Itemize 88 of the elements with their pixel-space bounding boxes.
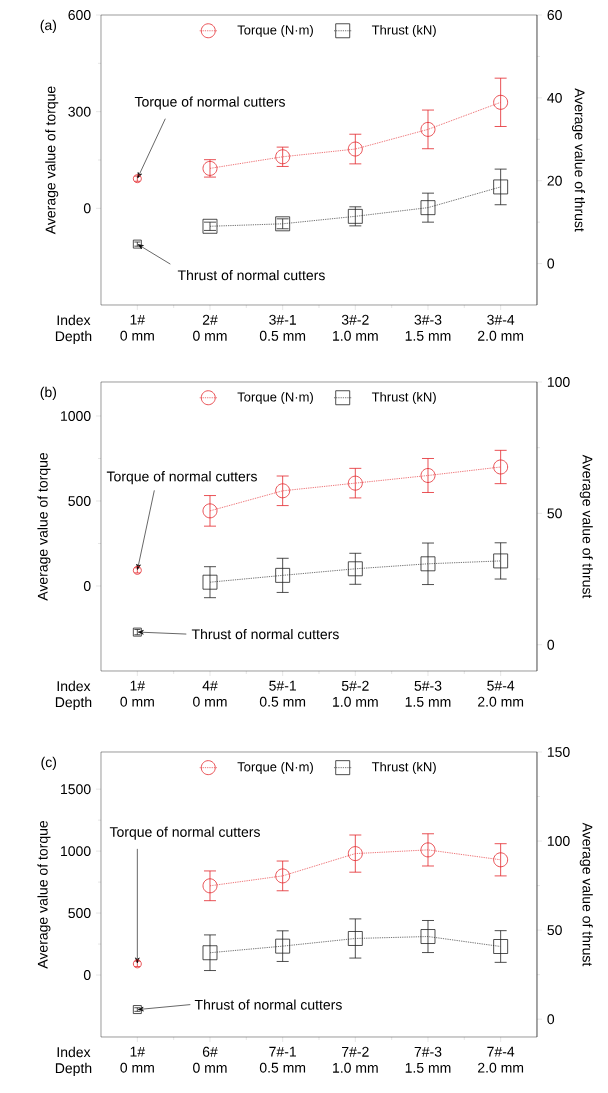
x-tick-label: 1# 0 mm — [120, 1046, 154, 1073]
point — [202, 503, 218, 519]
x-tick-label: 7#-3 1.5 mm — [405, 1046, 451, 1073]
x-tick-label: 1# 0 mm — [120, 314, 154, 341]
y-tick-label: 600 — [68, 10, 91, 20]
y2-tick-label: 100 — [547, 377, 570, 387]
legend-label: Torque (N·m) — [237, 391, 313, 405]
annotation: Torque of normal cutters — [109, 826, 260, 840]
y2-tick-label: 50 — [547, 508, 562, 519]
y2-axis-title: Average value of thrust — [571, 88, 586, 232]
x-tick-label: 7#-2 1.0 mm — [333, 1046, 378, 1073]
y-tick-label: 1500 — [61, 784, 91, 795]
point — [202, 878, 218, 894]
y-tick-label: 0 — [83, 970, 91, 980]
point — [420, 121, 436, 137]
y2-tick-label: 60 — [547, 10, 562, 20]
point — [493, 553, 509, 569]
point — [202, 574, 218, 590]
x-tick-label: 2# 0 mm — [193, 314, 227, 341]
y2-tick-label: 20 — [547, 175, 562, 186]
annotation: Torque of normal cutters — [106, 471, 257, 485]
x-tick-label: 5#-1 0.5 mm — [259, 680, 306, 707]
y2-axis-title: Average value of thrust — [579, 454, 593, 599]
point — [420, 842, 436, 858]
y-tick-label: 0 — [83, 581, 91, 591]
y-tick-label: 500 — [68, 908, 91, 919]
legend-label: Torque (N·m) — [237, 25, 313, 38]
chart-title: (b) — [40, 386, 57, 400]
point — [275, 938, 291, 954]
y-tick-label: 1000 — [61, 411, 91, 421]
point — [347, 561, 363, 577]
annotation: Torque of normal cutters — [134, 96, 285, 110]
y2-tick-label: 100 — [547, 836, 570, 847]
point — [202, 945, 218, 961]
x-tick-label: 3#-2 1.0 mm — [333, 314, 378, 341]
x-tick-label: 5#-2 1.0 mm — [333, 680, 378, 707]
x-tick-label: 1# 0 mm — [120, 680, 154, 707]
annotation: Thrust of normal cutters — [194, 999, 342, 1010]
y-axis-title: Average value of torque — [37, 820, 51, 969]
y-tick-label: 0 — [83, 203, 91, 214]
x-tick-label: 5#-3 1.5 mm — [405, 680, 451, 707]
point — [420, 200, 436, 216]
x-tick-label: 4# 0 mm — [193, 680, 227, 707]
x-tick-label: 5#-4 2.0 mm — [478, 680, 524, 707]
y2-tick-label: 150 — [547, 747, 570, 757]
point — [275, 868, 291, 884]
x-tick-label: 7#-1 0.5 mm — [259, 1046, 306, 1073]
chart-title: (a) — [40, 19, 57, 33]
legend-label: Thrust (kN) — [371, 761, 436, 775]
point — [420, 929, 436, 944]
point — [347, 846, 363, 861]
y2-tick-label: 0 — [547, 258, 555, 269]
legend-label: Thrust (kN) — [371, 391, 436, 405]
x-tick-label: 3#-1 0.5 mm — [259, 314, 306, 341]
point — [493, 939, 509, 954]
y-tick-label: 1000 — [61, 846, 91, 857]
annotation: Thrust of normal cutters — [191, 628, 339, 640]
y-tick-label: 500 — [68, 496, 91, 506]
point — [347, 931, 363, 946]
annotation: Thrust of normal cutters — [177, 269, 325, 281]
point — [493, 852, 509, 868]
y-axis-title: Average value of torque — [45, 86, 59, 235]
y2-tick-label: 40 — [547, 92, 562, 103]
x-axis-title: Index Depth — [55, 680, 92, 710]
legend-label: Thrust (kN) — [371, 25, 436, 38]
point — [275, 567, 291, 583]
x-tick-label: 3#-4 2.0 mm — [478, 314, 524, 341]
y2-tick-label: 0 — [547, 1014, 555, 1025]
point — [493, 179, 509, 195]
point — [347, 475, 363, 491]
x-axis-title: Index Depth — [55, 1046, 92, 1076]
x-tick-label: 6# 0 mm — [193, 1046, 227, 1073]
x-tick-label: 7#-4 2.0 mm — [478, 1046, 524, 1073]
point — [420, 468, 436, 483]
legend-label: Torque (N·m) — [237, 761, 313, 775]
point — [493, 459, 509, 475]
x-axis-title: Index Depth — [55, 314, 92, 344]
point — [420, 556, 436, 572]
x-tick-label: 3#-3 1.5 mm — [405, 314, 451, 341]
y2-tick-label: 0 — [547, 639, 555, 650]
chart-title: (c) — [41, 756, 57, 770]
point — [275, 483, 291, 499]
y-axis-title: Average value of torque — [37, 452, 51, 601]
y2-axis-title: Average value of thrust — [579, 822, 593, 967]
y-tick-label: 300 — [68, 106, 91, 117]
y2-tick-label: 50 — [547, 925, 562, 936]
point — [347, 141, 363, 157]
point — [493, 94, 509, 110]
